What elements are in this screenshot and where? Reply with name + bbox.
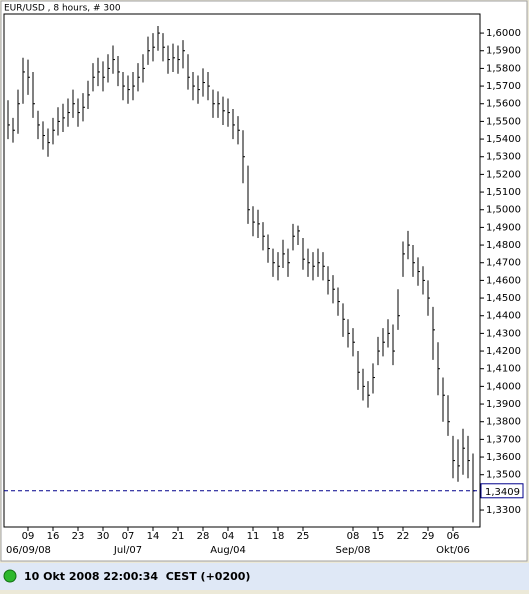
chart-title: EUR/USD , 8 hours, # 300 <box>4 4 121 14</box>
x-tick-label: 04 <box>222 531 235 542</box>
y-tick-label: 1,5800 <box>486 63 521 74</box>
y-tick-label: 1,5000 <box>486 205 521 216</box>
y-tick-label: 1,5500 <box>486 116 521 127</box>
y-tick-label: 1,4600 <box>486 275 521 286</box>
x-tick-label: 08 <box>347 531 360 542</box>
y-tick-label: 1,4500 <box>486 293 521 304</box>
x-major-label: Okt/06 <box>436 545 470 556</box>
y-tick-label: 1,5700 <box>486 81 521 92</box>
x-tick-label: 15 <box>372 531 385 542</box>
y-tick-label: 1,3800 <box>486 417 521 428</box>
y-tick-label: 1,3600 <box>486 452 521 463</box>
y-tick-label: 1,4300 <box>486 328 521 339</box>
y-tick-label: 1,4800 <box>486 240 521 251</box>
chart-panel <box>0 0 528 562</box>
x-major-label: Sep/08 <box>336 545 371 556</box>
x-tick-label: 28 <box>197 531 210 542</box>
status-text: 10 Okt 2008 22:00:34 CEST (+0200) <box>24 570 250 583</box>
y-tick-label: 1,5100 <box>486 187 521 198</box>
y-tick-label: 1,4100 <box>486 364 521 375</box>
status-indicator <box>3 569 17 583</box>
last-price-box <box>480 483 524 499</box>
y-tick-label: 1,4000 <box>486 381 521 392</box>
x-tick-label: 09 <box>22 531 35 542</box>
y-tick-label: 1,4200 <box>486 346 521 357</box>
y-tick-label: 1,3300 <box>486 505 521 516</box>
y-tick-label: 1,5300 <box>486 152 521 163</box>
x-tick-label: 30 <box>97 531 110 542</box>
y-tick-label: 1,4400 <box>486 311 521 322</box>
y-tick-label: 1,5900 <box>486 46 521 57</box>
y-tick-label: 1,6000 <box>486 28 521 39</box>
x-major-label: Jul/07 <box>113 545 142 556</box>
x-major-label: Aug/04 <box>210 545 246 556</box>
status-background <box>0 563 529 590</box>
y-tick-label: 1,3900 <box>486 399 521 410</box>
y-tick-label: 1,3500 <box>486 470 521 481</box>
x-tick-label: 18 <box>272 531 285 542</box>
status-bar: 10 Okt 2008 22:00:34 CEST (+0200) <box>0 563 529 590</box>
x-major-label: 06/09/08 <box>6 545 51 556</box>
y-tick-label: 1,5600 <box>486 99 521 110</box>
plot-frame <box>3 13 481 528</box>
y-tick-label: 1,4700 <box>486 258 521 269</box>
y-tick-label: 1,3700 <box>486 434 521 445</box>
y-tick-label: 1,5400 <box>486 134 521 145</box>
y-tick-label: 1,4900 <box>486 222 521 233</box>
last-price-label: 1,3409 <box>485 487 520 498</box>
x-tick-label: 21 <box>172 531 185 542</box>
x-tick-label: 11 <box>247 531 260 542</box>
x-tick-label: 07 <box>122 531 135 542</box>
x-tick-label: 22 <box>397 531 410 542</box>
x-tick-label: 29 <box>422 531 435 542</box>
y-tick-label: 1,5200 <box>486 169 521 180</box>
x-tick-label: 16 <box>47 531 60 542</box>
x-tick-label: 25 <box>297 531 310 542</box>
x-tick-label: 06 <box>447 531 460 542</box>
x-tick-label: 14 <box>147 531 160 542</box>
x-tick-label: 23 <box>72 531 85 542</box>
